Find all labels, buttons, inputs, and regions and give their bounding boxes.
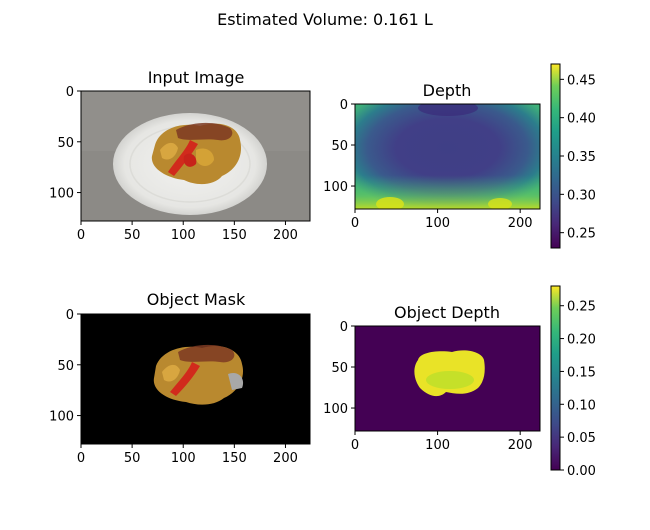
y-tick-label: 50 xyxy=(57,359,74,374)
y-tick-label: 0 xyxy=(340,98,348,113)
x-tick-label: 100 xyxy=(425,438,450,453)
x-tick-label: 0 xyxy=(77,228,85,243)
colorbar-tick-label: 0.45 xyxy=(567,73,596,88)
colorbar-tick-label: 0.30 xyxy=(567,188,596,203)
x-tick-label: 200 xyxy=(273,451,298,466)
panel-object-depth: Object Depth xyxy=(355,286,560,470)
y-tick-label: 100 xyxy=(323,402,348,417)
panel-object-mask: Object Mask xyxy=(81,290,310,444)
y-tick-label: 100 xyxy=(49,187,74,202)
x-tick-label: 100 xyxy=(425,216,450,231)
x-tick-label: 0 xyxy=(351,438,359,453)
colorbar-tick-label: 0.10 xyxy=(567,398,596,413)
colorbar-tick-label: 0.00 xyxy=(567,464,596,479)
depth-title: Depth xyxy=(423,81,472,100)
x-tick-label: 200 xyxy=(273,228,298,243)
colorbar-frame xyxy=(550,285,561,471)
axes-1: 0 50 100 150 200 0 50 100 xyxy=(49,85,311,243)
panel-input-image: Input Image xyxy=(81,68,310,221)
object-depth-title: Object Depth xyxy=(394,303,500,322)
y-tick-label: 50 xyxy=(331,361,348,376)
colorbar-tick-label: 0.35 xyxy=(567,150,596,165)
masked-food-image xyxy=(153,344,244,405)
figure-title: Estimated Volume: 0.161 L xyxy=(217,10,433,29)
axes-frame xyxy=(80,90,311,222)
x-tick-label: 150 xyxy=(222,228,247,243)
colorbar-tick-label: 0.40 xyxy=(567,112,596,127)
x-tick-label: 200 xyxy=(508,216,533,231)
y-tick-label: 0 xyxy=(340,320,348,335)
object-depth-colorbar xyxy=(551,286,560,470)
x-tick-label: 100 xyxy=(171,451,196,466)
axes-3: 0 50 100 150 200 0 50 100 xyxy=(49,308,311,466)
object-mask-title: Object Mask xyxy=(147,290,246,309)
panel-depth: Depth xyxy=(355,64,560,248)
x-tick-label: 0 xyxy=(351,216,359,231)
axes-frame xyxy=(80,313,311,445)
colorbar-tick-label: 0.20 xyxy=(567,333,596,348)
x-tick-label: 50 xyxy=(124,451,141,466)
colorbar-tick-label: 0.25 xyxy=(567,300,596,315)
colorbar-tick-label: 0.25 xyxy=(567,227,596,242)
x-tick-label: 200 xyxy=(508,438,533,453)
y-tick-label: 0 xyxy=(66,308,74,323)
x-tick-label: 50 xyxy=(124,228,141,243)
axes-frame xyxy=(354,103,541,210)
depth-colorbar xyxy=(551,64,560,248)
x-tick-label: 150 xyxy=(222,451,247,466)
x-tick-label: 100 xyxy=(171,228,196,243)
axes-4: 0 100 200 0 50 100 0.00 0.05 0.10 0.15 0.20 0.25 xyxy=(323,285,596,479)
colorbar-tick-label: 0.05 xyxy=(567,431,596,446)
y-tick-label: 50 xyxy=(331,139,348,154)
sauce-image xyxy=(168,140,198,176)
x-tick-label: 0 xyxy=(77,451,85,466)
y-tick-label: 100 xyxy=(323,180,348,195)
y-tick-label: 50 xyxy=(57,136,74,151)
axes-2: 0 100 200 0 50 100 0.25 0.30 0.35 0.40 0.45 xyxy=(323,63,596,249)
y-tick-label: 100 xyxy=(49,410,74,425)
depth-map xyxy=(355,104,540,209)
axes-frame xyxy=(354,325,541,432)
colorbar-tick-label: 0.15 xyxy=(567,365,596,380)
input-image-photo xyxy=(81,91,310,221)
y-tick-label: 0 xyxy=(66,85,74,100)
input-image-title: Input Image xyxy=(148,68,245,87)
